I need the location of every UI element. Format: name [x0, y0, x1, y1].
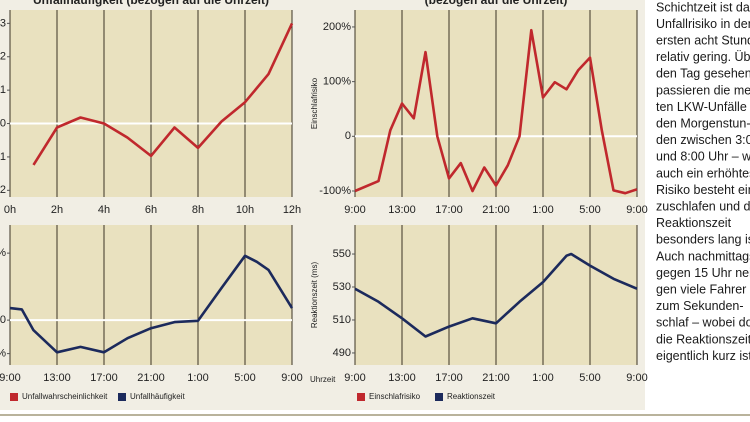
sidebar-line: Risiko besteht ein	[656, 183, 750, 197]
x-axis-label: Uhrzeit	[310, 375, 336, 384]
legend-swatch	[435, 393, 443, 401]
sidebar-line: passieren die meis	[656, 83, 750, 97]
legend-label: Reaktionszeit	[447, 392, 496, 401]
x-tick-label: 4h	[98, 204, 110, 216]
y-tick-label: %	[0, 247, 6, 259]
sidebar-line: und 8:00 Uhr – wo	[656, 150, 750, 164]
y-axis-label: Reaktionszeit (ms)	[310, 262, 319, 329]
chart-title: Unfallhäufigkeit (bezogen auf die Uhrzei…	[33, 0, 269, 7]
x-tick-label: 9:00	[0, 372, 21, 384]
x-tick-label: 13:00	[43, 372, 71, 384]
sidebar-line: ten LKW-Unfälle in	[656, 100, 750, 114]
sidebar-line: den Morgenstun-	[656, 116, 750, 130]
y-tick-label: 530	[333, 281, 351, 293]
sidebar-line: besonders lang ist	[656, 233, 750, 247]
sidebar-line: zum Sekunden-	[656, 299, 744, 313]
y-tick-label: 3	[0, 17, 6, 29]
sidebar-line: eigentlich kurz ist	[656, 349, 750, 363]
sidebar-line: auch ein erhöhtes	[656, 166, 750, 180]
legend-label: Unfallwahrscheinlichkeit	[22, 392, 108, 401]
y-tick-label: 2	[0, 184, 6, 196]
x-tick-label: 21:00	[482, 204, 510, 216]
legend-label: Einschlafrisiko	[369, 392, 421, 401]
sidebar-line: den Tag gesehen	[656, 67, 750, 81]
sidebar-line: den zwischen 3:00	[656, 133, 750, 147]
y-tick-label: 100%	[323, 76, 351, 88]
y-tick-label: %	[0, 348, 6, 360]
sidebar-line: zuschlafen und die	[656, 199, 750, 213]
x-tick-label: 5:00	[579, 372, 600, 384]
line	[354, 28, 638, 195]
y-tick-label: 2	[0, 51, 6, 63]
x-tick-label: 1:00	[187, 372, 208, 384]
x-tick-label: 21:00	[482, 372, 510, 384]
y-tick-label: 0	[345, 130, 351, 142]
line	[354, 252, 638, 338]
sidebar-line: Reaktionszeit	[656, 216, 732, 230]
y-tick-label: -100%	[319, 185, 351, 197]
legend-label: Unfallhäufigkeit	[130, 392, 185, 401]
sidebar-line: gegen 15 Uhr nei-	[656, 266, 750, 280]
sidebar-line: gen viele Fahrer	[656, 282, 746, 296]
x-tick-label: 13:00	[388, 372, 416, 384]
sidebar-line: ersten acht Stund	[656, 33, 750, 47]
line	[32, 22, 294, 166]
sidebar-line: relativ gering. Übe	[656, 50, 750, 64]
y-tick-label: 490	[333, 347, 351, 359]
x-tick-label: 9:00	[344, 372, 365, 384]
x-tick-label: 5:00	[234, 372, 255, 384]
x-tick-label: 9:00	[344, 204, 365, 216]
x-tick-label: 6h	[145, 204, 157, 216]
x-tick-label: 10h	[236, 204, 254, 216]
x-tick-label: 1:00	[532, 372, 553, 384]
x-tick-label: 8h	[192, 204, 204, 216]
x-tick-label: 0h	[4, 204, 16, 216]
y-tick-label: 550	[333, 248, 351, 260]
sidebar-line: Auch nachmittags	[656, 249, 750, 263]
x-tick-label: 1:00	[532, 204, 553, 216]
sidebar-line: Schichtzeit ist das	[656, 0, 750, 14]
legend-swatch	[357, 393, 365, 401]
line	[9, 254, 294, 354]
x-tick-label: 17:00	[435, 372, 463, 384]
x-tick-label: 21:00	[137, 372, 165, 384]
sidebar-line: die Reaktionszeit	[656, 332, 750, 346]
x-tick-label: 13:00	[388, 204, 416, 216]
sidebar-line: schlaf – wobei doc	[656, 316, 750, 330]
x-tick-label: 9:00	[626, 204, 647, 216]
y-tick-label: 1	[0, 84, 6, 96]
sidebar-line: Unfallrisiko in den	[656, 17, 750, 31]
x-tick-label: 17:00	[90, 372, 118, 384]
y-tick-label: 510	[333, 314, 351, 326]
x-tick-label: 5:00	[579, 204, 600, 216]
legend-swatch	[10, 393, 18, 401]
chart-title: (bezogen auf die Uhrzeit)	[425, 0, 568, 7]
y-tick-label: 200%	[323, 21, 351, 33]
x-tick-label: 2h	[51, 204, 63, 216]
legend-swatch	[118, 393, 126, 401]
x-tick-label: 9:00	[626, 372, 647, 384]
y-tick-label: 1	[0, 151, 6, 163]
y-axis-label: Einschlafrisiko	[310, 77, 319, 129]
x-tick-label: 9:00	[281, 372, 302, 384]
x-tick-label: 12h	[283, 204, 301, 216]
x-tick-label: 17:00	[435, 204, 463, 216]
y-tick-label: 0	[0, 117, 6, 129]
y-tick-label: 0	[0, 314, 6, 326]
